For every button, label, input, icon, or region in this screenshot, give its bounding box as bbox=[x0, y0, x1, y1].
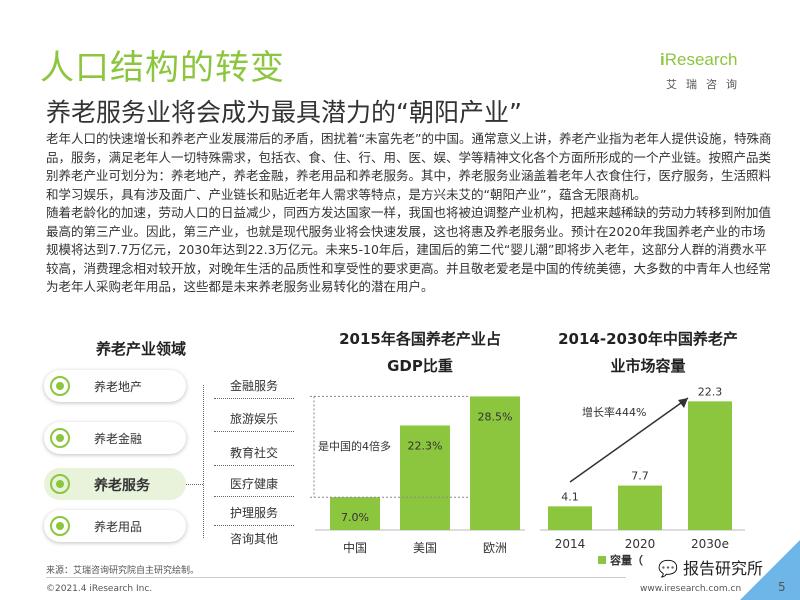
circle-icon bbox=[50, 428, 70, 448]
diagram-title: 养老产业领域 bbox=[96, 340, 187, 358]
paragraph-2: 随着老龄化的加速，劳动人口的日益减少，同西方发达国家一样，我国也将被迫调整产业机… bbox=[46, 205, 772, 294]
website-link[interactable]: www.iresearch.com.cn bbox=[640, 584, 742, 594]
divider bbox=[214, 496, 294, 497]
arrow-head-icon bbox=[678, 398, 688, 408]
copyright: ©2021.4 iResearch Inc. bbox=[46, 584, 153, 594]
gdp-share-chart: 7.0% 中国 22.3% 美国 28.5% 欧洲 是中国的4倍多 bbox=[310, 395, 525, 555]
category-label: 中国 bbox=[343, 540, 367, 555]
category-real-estate: 养老地产 bbox=[44, 370, 186, 402]
divider bbox=[214, 431, 294, 432]
footer-divider bbox=[46, 577, 626, 578]
service-finance: 金融服务 bbox=[229, 379, 278, 393]
wechat-icon: 💬 bbox=[658, 559, 678, 578]
category-label: 2014 bbox=[555, 537, 586, 551]
category-label: 2020 bbox=[625, 537, 656, 551]
category-products: 养老用品 bbox=[44, 510, 186, 542]
service-medical: 医疗健康 bbox=[229, 477, 278, 491]
bar bbox=[400, 425, 450, 530]
body-text: 老年人口的快速增长和养老产业发展滞后的矛盾，困扰着“未富先老”的中国。通常意义上… bbox=[46, 130, 776, 297]
annotation: 增长率444% bbox=[582, 405, 646, 419]
divider bbox=[214, 398, 294, 399]
circle-icon bbox=[50, 376, 70, 396]
page-number: 5 bbox=[778, 580, 786, 594]
source-note: 来源：艾瑞咨询研究院自主研究绘制。 bbox=[46, 566, 200, 576]
data-label: 28.5% bbox=[478, 410, 513, 423]
services-bracket bbox=[203, 385, 205, 538]
page-title: 人口结构的转变 bbox=[40, 48, 285, 88]
corner-decoration bbox=[740, 540, 800, 600]
chart2-title: 2014-2030年中国养老产 业市场容量 bbox=[558, 330, 738, 375]
service-nursing: 护理服务 bbox=[229, 506, 278, 520]
category-services: 养老服务 bbox=[44, 468, 186, 500]
data-label: 7.0% bbox=[341, 511, 369, 524]
annotation: 是中国的4倍多 bbox=[318, 439, 391, 453]
bar bbox=[618, 485, 662, 530]
service-education: 教育社交 bbox=[229, 446, 278, 460]
data-label: 7.7 bbox=[631, 470, 649, 483]
bar bbox=[548, 506, 592, 530]
bar bbox=[470, 396, 520, 530]
category-label: 2030e bbox=[691, 537, 729, 551]
page-subtitle: 养老服务业将会成为最具潜力的“朝阳产业” bbox=[46, 98, 522, 127]
category-finance: 养老金融 bbox=[44, 422, 186, 454]
data-label: 4.1 bbox=[561, 490, 579, 503]
paragraph-1: 老年人口的快速增长和养老产业发展滞后的矛盾，困扰着“未富先老”的中国。通常意义上… bbox=[46, 131, 772, 202]
wechat-watermark: 💬 报告研究所 bbox=[658, 559, 764, 578]
divider bbox=[214, 525, 294, 526]
service-consulting: 咨询其他 bbox=[229, 532, 278, 546]
data-label: 22.3% bbox=[408, 439, 443, 452]
divider bbox=[214, 465, 294, 466]
growth-arrow bbox=[569, 397, 689, 483]
legend-label: 容量（ bbox=[609, 553, 643, 567]
category-label: 美国 bbox=[413, 541, 437, 555]
market-size-chart: 4.1 2014 7.7 2020 22.3 2030e 增长率444% 容量（ bbox=[540, 385, 745, 567]
logo-brand: iResearch bbox=[660, 50, 738, 69]
bar bbox=[330, 497, 380, 530]
data-label: 22.3 bbox=[698, 385, 723, 398]
iresearch-logo: iResearch 艾瑞咨询 bbox=[660, 46, 770, 106]
circle-icon bbox=[50, 516, 70, 536]
category-label: 欧洲 bbox=[483, 541, 507, 555]
legend-swatch bbox=[598, 556, 606, 564]
bar bbox=[688, 401, 732, 530]
service-travel: 旅游娱乐 bbox=[229, 412, 278, 426]
chart1-title: 2015年各国养老产业占 GDP比重 bbox=[339, 330, 501, 375]
services-connector bbox=[186, 484, 203, 485]
logo-cn: 艾瑞咨询 bbox=[666, 78, 746, 91]
circle-icon bbox=[50, 474, 70, 494]
